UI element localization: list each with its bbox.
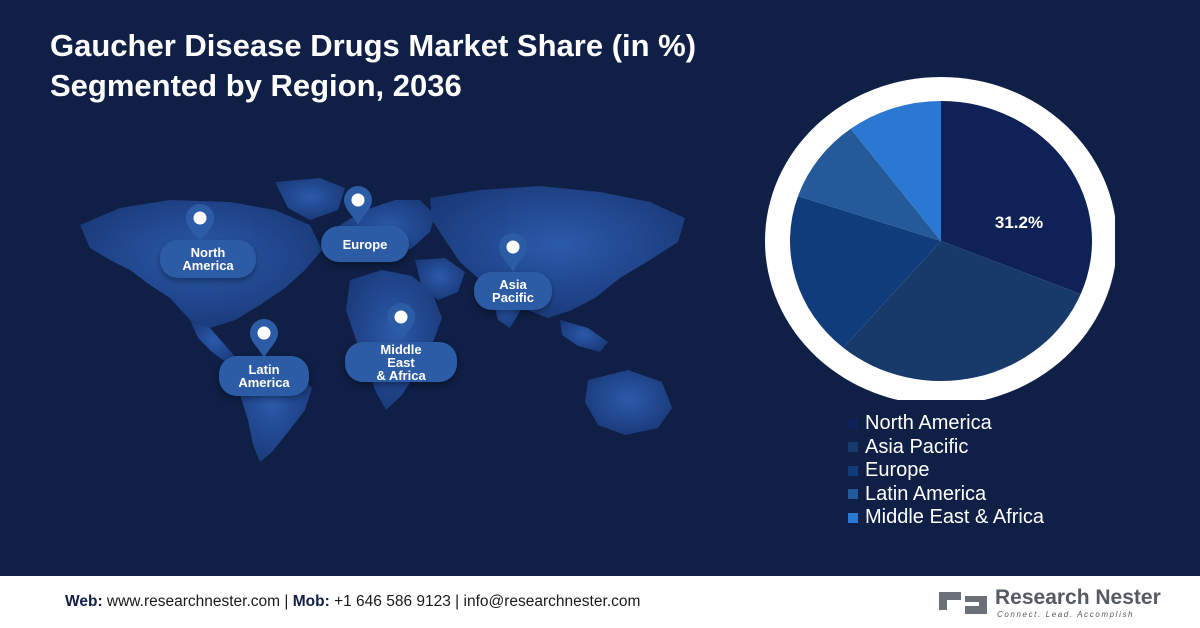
legend-item: Europe — [848, 459, 1044, 483]
legend-label: Europe — [865, 459, 930, 482]
map-pin-icon — [499, 233, 527, 272]
map-pin-icon — [344, 186, 372, 225]
legend-label: Middle East & Africa — [865, 506, 1044, 529]
region-label-europe: Europe — [321, 226, 409, 262]
separator: | — [455, 593, 460, 610]
legend-label: North America — [865, 412, 992, 435]
pie-chart: 31.2% — [765, 77, 1115, 400]
brand-tagline: Connect. Lead. Accomplish — [997, 610, 1135, 619]
pie-slice-latin-america — [797, 128, 941, 241]
mob-label: Mob: — [292, 593, 330, 610]
map-pin-icon — [250, 319, 278, 358]
central-america-shape — [190, 320, 238, 365]
brand-name: Research Nester — [995, 586, 1161, 609]
phone-number: +1 646 586 9123 — [334, 593, 451, 610]
region-label-latin-america: Latin America — [219, 356, 309, 396]
map-pin-icon — [186, 204, 214, 243]
legend-label: Latin America — [865, 482, 987, 505]
region-label-mea: Middle East & Africa — [345, 342, 457, 382]
pie-slice-north-america — [941, 101, 1092, 295]
legend-item: Middle East & Africa — [848, 506, 1044, 530]
pie-slice-middle-east-africa — [850, 101, 941, 241]
greenland-shape — [275, 178, 345, 220]
brand-logo: Research Nester Connect. Lead. Accomplis… — [935, 584, 1161, 622]
region-label-asia-pacific: Asia Pacific — [474, 272, 552, 310]
pie-slice-europe — [790, 196, 941, 348]
continents — [80, 178, 685, 462]
pie-slice-asia-pacific — [843, 241, 1081, 381]
legend-swatch — [848, 465, 858, 476]
data-label-north-america: 31.2% — [995, 213, 1043, 232]
legend-item: Asia Pacific — [848, 436, 1044, 460]
legend-swatch — [848, 512, 858, 523]
title-line-2: Segmented by Region, 2036 — [50, 68, 462, 103]
legend-item: Latin America — [848, 483, 1044, 507]
legend-item: North America — [848, 412, 1044, 436]
world-map — [80, 178, 685, 462]
chart-legend: North America Asia Pacific Europe Latin Ame… — [848, 412, 1044, 530]
legend-swatch — [848, 489, 858, 500]
email-link[interactable]: info@researchnester.com — [463, 593, 641, 610]
legend-label: Asia Pacific — [865, 435, 969, 458]
footer-bar: Web: www.researchnester.com | Mob: +1 64… — [0, 576, 1200, 628]
contact-line: Web: www.researchnester.com | Mob: +1 64… — [65, 593, 640, 611]
web-link[interactable]: www.researchnester.com — [106, 593, 281, 610]
region-label-north-america: North America — [160, 240, 256, 278]
legend-swatch — [848, 418, 858, 429]
middle-east-shape — [415, 258, 465, 300]
chart-title: Gaucher Disease Drugs Market Share (in %… — [50, 26, 696, 106]
southeast-asia-shape — [560, 320, 608, 352]
title-line-1: Gaucher Disease Drugs Market Share (in %… — [50, 28, 697, 63]
australia-shape — [585, 370, 672, 435]
map-pin-icon — [387, 303, 415, 342]
web-label: Web: — [65, 593, 103, 610]
asia-shape — [430, 186, 685, 318]
research-nester-logo-icon — [939, 592, 987, 614]
legend-swatch — [848, 442, 858, 453]
pie-slices — [790, 101, 1092, 381]
separator: | — [284, 593, 289, 610]
